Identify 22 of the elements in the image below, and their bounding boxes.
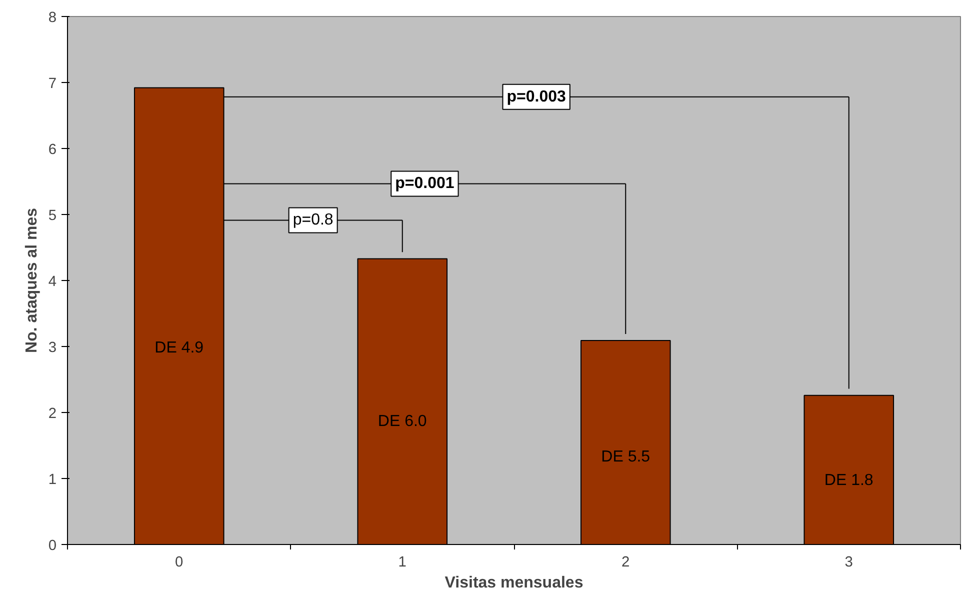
- y-tick-label: 3: [48, 340, 57, 356]
- y-tick-label: 1: [48, 472, 57, 488]
- x-axis-title: Visitas mensuales: [444, 574, 584, 592]
- y-tick-label: 7: [48, 76, 57, 92]
- annotation: p=0.8: [292, 212, 334, 229]
- annotation: p=0.001: [395, 175, 454, 192]
- y-tick-label: 8: [48, 10, 57, 26]
- y-tick-label: 5: [48, 208, 57, 224]
- annotation: DE 6.0: [378, 413, 427, 430]
- y-tick-label: 0: [48, 538, 57, 554]
- annotation: DE 5.5: [601, 448, 650, 466]
- y-tick-label: 2: [48, 406, 57, 422]
- y-axis-title: No. ataques al mes: [23, 208, 40, 353]
- annotation: DE 1.8: [824, 472, 874, 489]
- y-tick-label: 4: [48, 274, 57, 290]
- annotation: DE 4.9: [154, 340, 204, 357]
- y-tick-label: 6: [48, 142, 57, 158]
- x-tick-label: 0: [175, 554, 184, 570]
- x-tick-label: 2: [622, 554, 630, 570]
- x-tick-label: 1: [398, 554, 406, 570]
- x-tick-label: 3: [844, 554, 853, 570]
- annotation: p=0.003: [506, 88, 566, 106]
